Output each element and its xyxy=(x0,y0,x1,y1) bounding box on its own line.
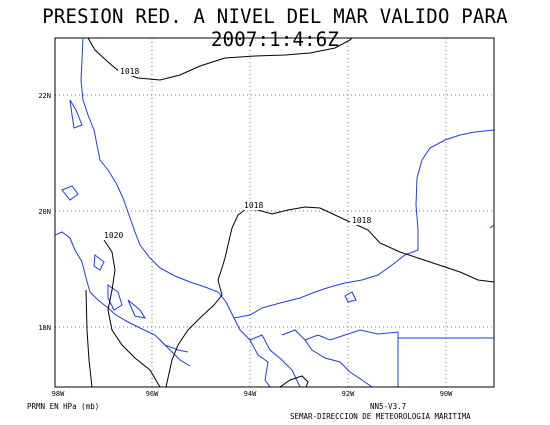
lat-label: 20N xyxy=(38,208,51,216)
lon-label: 98W xyxy=(52,390,65,398)
isobar-label: 1018 xyxy=(244,201,263,210)
units-label: PRMN EN HPa (mb) xyxy=(27,402,100,411)
isobar-label: 1020 xyxy=(104,231,123,240)
map-frame xyxy=(54,37,495,388)
lon-label: 90W xyxy=(440,390,453,398)
isobar-lines xyxy=(85,38,494,387)
lat-label: 22N xyxy=(38,92,51,100)
map-title: PRESION RED. A NIVEL DEL MAR VALIDO PARA… xyxy=(42,4,508,52)
organization-label: SEMAR-DIRECCION DE METEOROLOGIA MARITIMA xyxy=(290,412,471,421)
isobar-label: 1018 xyxy=(352,216,371,225)
lon-label: 92W xyxy=(342,390,355,398)
lon-label: 96W xyxy=(146,390,159,398)
lon-label: 94W xyxy=(244,390,257,398)
lat-label: 18N xyxy=(38,324,51,332)
version-label: NN5-V3.7 xyxy=(370,402,407,411)
isobar-label: 1018 xyxy=(120,67,139,76)
grid-lines xyxy=(55,38,494,387)
coastline xyxy=(55,38,494,387)
